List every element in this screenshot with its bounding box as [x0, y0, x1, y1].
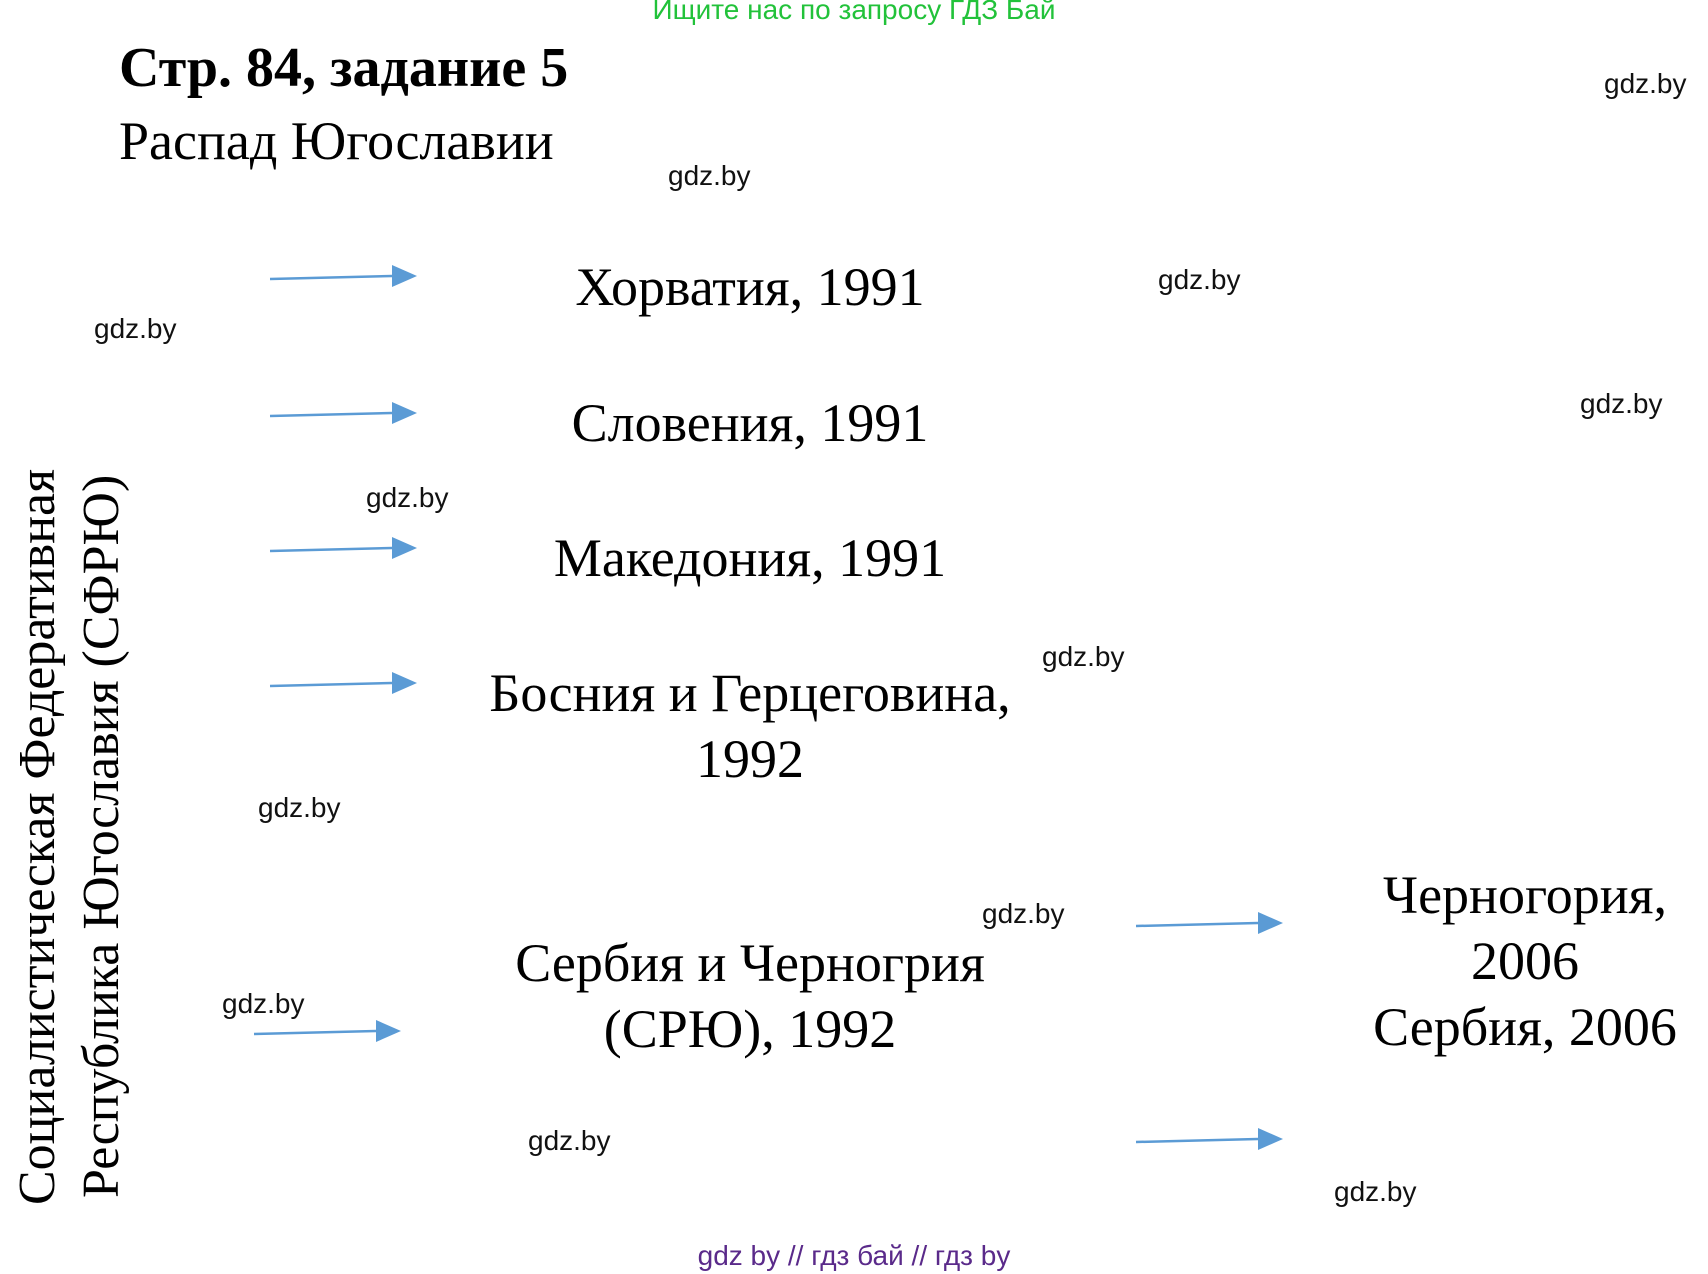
arrow-to-croatia — [269, 265, 417, 287]
state-slovenia-label: Словения, 1991 — [571, 393, 929, 453]
watermark: gdz.by — [528, 1125, 611, 1156]
root-label-line2: Республика Югославия (СФРЮ) — [73, 474, 130, 1198]
state-slovenia: Словения, 1991 — [460, 390, 1040, 456]
state-croatia: Хорватия, 1991 — [460, 254, 1040, 320]
watermark: gdz.by — [1334, 1176, 1417, 1207]
watermark: gdz.by — [668, 160, 751, 191]
arrow-to-serbia — [1135, 1128, 1283, 1150]
arrow-to-slovenia — [269, 402, 417, 424]
successor-montenegro-year: 2006 — [1471, 931, 1579, 991]
page-title: Стр. 84, задание 5 — [119, 37, 569, 99]
successor-montenegro: Черногория, — [1382, 865, 1667, 925]
watermark: gdz.by — [982, 898, 1065, 929]
state-bosnia-label: Босния и Герцеговина, — [489, 663, 1011, 723]
state-serbia-montenegro-year: (СРЮ), 1992 — [603, 999, 897, 1059]
state-bosnia-year: 1992 — [696, 729, 804, 789]
watermark: gdz.by — [222, 988, 305, 1019]
state-macedonia-label: Македония, 1991 — [553, 528, 947, 588]
successor-states: Черногория, 2006 Сербия, 2006 — [1320, 862, 1708, 1060]
watermark: gdz.by — [1604, 68, 1687, 99]
watermark: gdz.by — [1580, 388, 1663, 419]
state-croatia-label: Хорватия, 1991 — [575, 257, 925, 317]
state-serbia-montenegro-label: Сербия и Черногрия — [515, 933, 985, 993]
footer-links: gdz by // гдз бай // гдз by — [697, 1240, 1011, 1271]
watermark: gdz.by — [1158, 264, 1241, 295]
state-bosnia: Босния и Герцеговина, 1992 — [440, 660, 1060, 792]
successor-serbia: Сербия, 2006 — [1373, 997, 1677, 1057]
watermark: gdz.by — [1042, 641, 1125, 672]
arrow-to-macedonia — [269, 537, 417, 559]
search-banner: Ищите нас по запросу ГДЗ Бай — [652, 0, 1056, 25]
diagram-subtitle: Распад Югославии — [119, 111, 554, 171]
state-serbia-montenegro: Сербия и Черногрия (СРЮ), 1992 — [440, 930, 1060, 1062]
arrow-to-bosnia — [269, 672, 417, 694]
watermark: gdz.by — [258, 792, 341, 823]
state-macedonia: Македония, 1991 — [460, 525, 1040, 591]
watermark: gdz.by — [366, 482, 449, 513]
arrow-to-serbia-montenegro — [253, 1020, 401, 1042]
watermark: gdz.by — [94, 313, 177, 344]
root-label-line1: Социалистическая Федеративная — [9, 468, 66, 1205]
arrow-to-montenegro — [1135, 912, 1283, 934]
